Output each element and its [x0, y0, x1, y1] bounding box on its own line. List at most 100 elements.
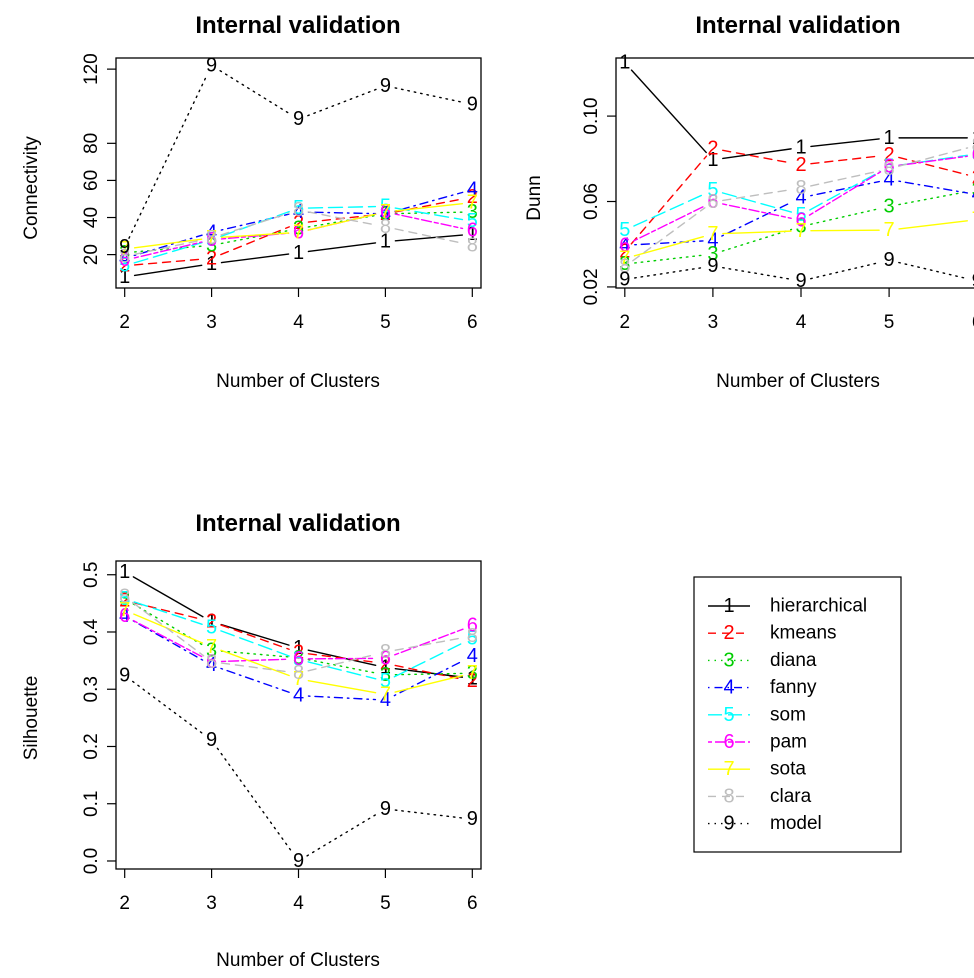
kmeans-line-segment: [133, 258, 203, 266]
hierarchical-marker: 1: [119, 561, 130, 583]
kmeans-line-segment: [722, 149, 792, 164]
kmeans-marker: 2: [293, 642, 304, 664]
connectivity-xlabel: Number of Clusters: [216, 371, 380, 392]
model-line-segment: [219, 69, 291, 115]
hierarchical-marker: 1: [884, 127, 895, 149]
diana-marker: 3: [293, 647, 304, 669]
kmeans-marker: 2: [119, 255, 130, 277]
sota-line-segment: [633, 235, 704, 257]
diana-marker: 3: [619, 253, 630, 275]
model-line-segment: [394, 87, 464, 103]
kmeans-line-segment: [898, 156, 969, 176]
diana-marker: 3: [467, 662, 478, 684]
pam-marker: 6: [619, 234, 630, 256]
sota-marker: 7: [619, 248, 630, 270]
y-tick-label: 0.06: [581, 183, 602, 220]
pam-marker: 6: [119, 249, 130, 271]
legend-label-hierarchical: hierarchical: [770, 596, 867, 617]
y-tick-label: 0.3: [81, 676, 102, 702]
x-tick-label: 3: [708, 312, 719, 333]
kmeans-line-segment: [220, 226, 290, 256]
pam-marker: 6: [293, 648, 304, 670]
pam-line-segment: [133, 241, 203, 259]
dunn-ylabel: Dunn: [524, 175, 545, 220]
som-marker: 5: [467, 210, 478, 232]
legend-marker-model: 9: [723, 813, 734, 835]
x-tick-label: 3: [206, 893, 217, 914]
diana-marker: 3: [119, 588, 130, 610]
legend-marker-diana: 3: [723, 649, 734, 671]
clara-line-segment: [898, 147, 969, 167]
hierarchical-marker: 1: [293, 637, 304, 659]
hierarchical-marker: 1: [119, 266, 130, 288]
model-marker: 9: [467, 93, 478, 115]
som-marker: 5: [206, 616, 217, 638]
fanny-marker: 4: [206, 654, 217, 676]
legend-label-sota: sota: [770, 759, 806, 780]
sota-line-segment: [307, 213, 377, 231]
x-tick-label: 3: [206, 312, 217, 333]
diana-line-segment: [394, 672, 464, 676]
x-tick-label: 6: [467, 312, 478, 333]
sota-marker: 7: [707, 223, 718, 245]
sota-marker: 7: [795, 220, 806, 242]
som-marker: 5: [119, 255, 130, 277]
diana-marker: 3: [206, 234, 217, 256]
diana-marker: 3: [972, 179, 974, 201]
fanny-line-segment: [810, 180, 881, 197]
model-marker: 9: [467, 808, 478, 830]
kmeans-marker: 2: [206, 247, 217, 269]
x-tick-label: 5: [380, 312, 391, 333]
x-tick-label: 4: [293, 312, 304, 333]
fanny-marker: 4: [884, 169, 895, 191]
model-line-segment: [633, 266, 704, 279]
som-line-segment: [721, 192, 793, 213]
y-tick-label: 40: [81, 207, 102, 228]
som-line-segment: [133, 601, 203, 625]
hierarchical-marker: 1: [467, 667, 478, 689]
clara-marker: 8: [619, 256, 630, 278]
kmeans-marker: 2: [467, 670, 478, 692]
som-marker: 5: [619, 219, 630, 241]
sota-marker: 7: [119, 599, 130, 621]
clara-marker: 8: [884, 158, 895, 180]
y-tick-label: 0.2: [81, 733, 102, 759]
hierarchical-line-segment: [394, 234, 464, 242]
connectivity-series-lines: [128, 69, 464, 277]
sota-line-segment: [133, 238, 203, 249]
sota-line-segment: [307, 679, 377, 694]
x-tick-label: 2: [119, 312, 130, 333]
som-marker: 5: [467, 627, 478, 649]
clara-marker: 8: [119, 245, 130, 267]
model-marker: 9: [380, 75, 391, 97]
pam-line-segment: [220, 658, 290, 663]
connectivity-panel: Internal validation Number of Clusters C…: [21, 12, 482, 392]
diana-marker: 3: [795, 215, 806, 237]
sota-line-segment: [220, 649, 290, 677]
pam-marker: 6: [206, 651, 217, 673]
sota-marker: 7: [206, 636, 217, 658]
x-tick-label: 2: [620, 312, 631, 333]
x-tick-label: 5: [380, 893, 391, 914]
connectivity-ylabel: Connectivity: [21, 136, 42, 240]
diana-marker: 3: [884, 195, 895, 217]
sota-line-segment: [722, 230, 792, 235]
diana-line-segment: [394, 211, 464, 215]
fanny-marker: 4: [795, 187, 806, 209]
pam-line-segment: [132, 619, 204, 658]
dunn-panel: Internal validation Number of Clusters D…: [524, 12, 974, 392]
kmeans-marker: 2: [884, 144, 895, 166]
hierarchical-marker: 1: [293, 242, 304, 264]
model-line-segment: [216, 747, 294, 854]
y-tick-label: 120: [81, 53, 102, 85]
som-marker: 5: [707, 179, 718, 201]
pam-marker: 6: [380, 647, 391, 669]
sota-marker: 7: [380, 683, 391, 705]
fanny-line-segment: [634, 240, 704, 246]
model-marker: 9: [206, 54, 217, 76]
fanny-line-segment: [721, 201, 793, 237]
kmeans-marker: 2: [380, 203, 391, 225]
clara-marker: 8: [119, 585, 130, 607]
diana-line-segment: [220, 229, 290, 245]
hierarchical-marker: 1: [707, 149, 718, 171]
